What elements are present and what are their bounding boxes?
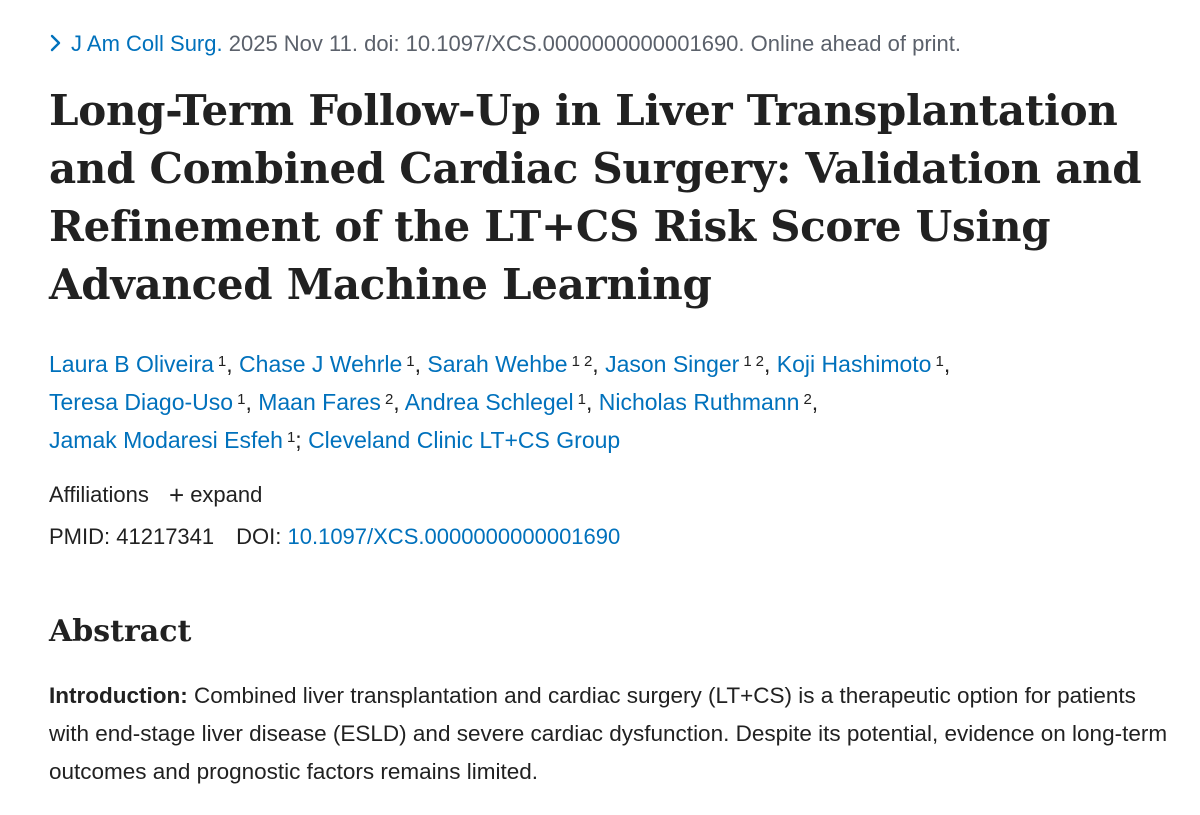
affiliation-sup[interactable]: 2 bbox=[755, 353, 765, 370]
identifiers-row: PMID: 41217341 DOI: 10.1097/XCS.000000000… bbox=[49, 520, 1179, 554]
doi-link[interactable]: 10.1097/XCS.0000000000001690 bbox=[287, 524, 621, 549]
pmid-label: PMID: bbox=[49, 524, 111, 549]
author-link[interactable]: Koji Hashimoto bbox=[776, 351, 932, 377]
author-item: Laura B Oliveira 1, bbox=[49, 351, 240, 377]
plus-icon: + bbox=[169, 480, 185, 510]
author-link[interactable]: Jamak Modaresi Esfeh bbox=[49, 427, 283, 453]
affiliation-sup[interactable]: 1 bbox=[577, 391, 586, 408]
chevron-right-icon[interactable] bbox=[49, 28, 71, 60]
author-item: Teresa Diago-Uso 1, bbox=[49, 389, 259, 415]
expand-label: expand bbox=[190, 482, 263, 507]
author-item: Sarah Wehbe 1 2, bbox=[427, 351, 606, 377]
author-link[interactable]: Sarah Wehbe bbox=[427, 351, 568, 377]
journal-link[interactable]: J Am Coll Surg. bbox=[71, 31, 223, 56]
affiliation-sup[interactable]: 2 bbox=[803, 391, 812, 408]
citation-details: 2025 Nov 11. doi: 10.1097/XCS.0000000000… bbox=[228, 31, 962, 56]
affiliation-sup[interactable]: 1 bbox=[743, 353, 752, 370]
author-list: Laura B Oliveira 1, Chase J Wehrle 1, Sara… bbox=[49, 345, 1179, 459]
affiliation-sup[interactable]: 2 bbox=[384, 391, 394, 408]
introduction-label: Introduction: bbox=[49, 682, 188, 708]
affiliation-sup[interactable]: 1 bbox=[217, 353, 227, 370]
author-link[interactable]: Chase J Wehrle bbox=[239, 351, 403, 377]
author-link[interactable]: Nicholas Ruthmann bbox=[598, 389, 800, 415]
author-group-link[interactable]: Cleveland Clinic LT+CS Group bbox=[308, 427, 621, 453]
author-item: Nicholas Ruthmann 2, bbox=[598, 389, 819, 415]
author-item: Koji Hashimoto 1, bbox=[776, 351, 951, 377]
affiliation-sup[interactable]: 1 bbox=[286, 429, 296, 446]
affiliation-sup[interactable]: 1 bbox=[237, 391, 246, 408]
author-link[interactable]: Jason Singer bbox=[605, 351, 740, 377]
article-title: Long-Term Follow-Up in Liver Transplanta… bbox=[49, 86, 1142, 309]
affiliation-sup[interactable]: 1 bbox=[406, 353, 415, 370]
abstract-heading: Abstract bbox=[49, 614, 192, 649]
abstract-introduction: Introduction: Combined liver transplanta… bbox=[49, 677, 1169, 791]
author-item: Maan Fares 2, bbox=[258, 389, 405, 415]
author-item: Jamak Modaresi Esfeh 1; bbox=[49, 427, 309, 453]
author-item: Jason Singer 1 2, bbox=[605, 351, 777, 377]
affiliations-label: Affiliations bbox=[49, 482, 149, 507]
pmid-value: 41217341 bbox=[116, 524, 215, 549]
author-link[interactable]: Andrea Schlegel bbox=[404, 389, 574, 415]
affiliations-expand-button[interactable]: + expand bbox=[169, 480, 263, 510]
citation-line: J Am Coll Surg. 2025 Nov 11. doi: 10.109… bbox=[49, 28, 1179, 60]
article-page: J Am Coll Surg. 2025 Nov 11. doi: 10.109… bbox=[49, 28, 1179, 813]
introduction-text: Combined liver transplantation and cardi… bbox=[49, 682, 1168, 784]
author-item: Andrea Schlegel 1, bbox=[404, 389, 599, 415]
author-link[interactable]: Teresa Diago-Uso bbox=[49, 389, 234, 415]
affiliations-row: Affiliations + expand bbox=[49, 478, 1179, 512]
author-link[interactable]: Laura B Oliveira bbox=[49, 351, 214, 377]
author-link[interactable]: Maan Fares bbox=[258, 389, 381, 415]
affiliation-sup[interactable]: 1 bbox=[571, 353, 580, 370]
affiliation-sup[interactable]: 2 bbox=[583, 353, 593, 370]
affiliation-sup[interactable]: 1 bbox=[935, 353, 944, 370]
doi-label: DOI: bbox=[236, 524, 282, 549]
author-item: Chase J Wehrle 1, bbox=[239, 351, 428, 377]
